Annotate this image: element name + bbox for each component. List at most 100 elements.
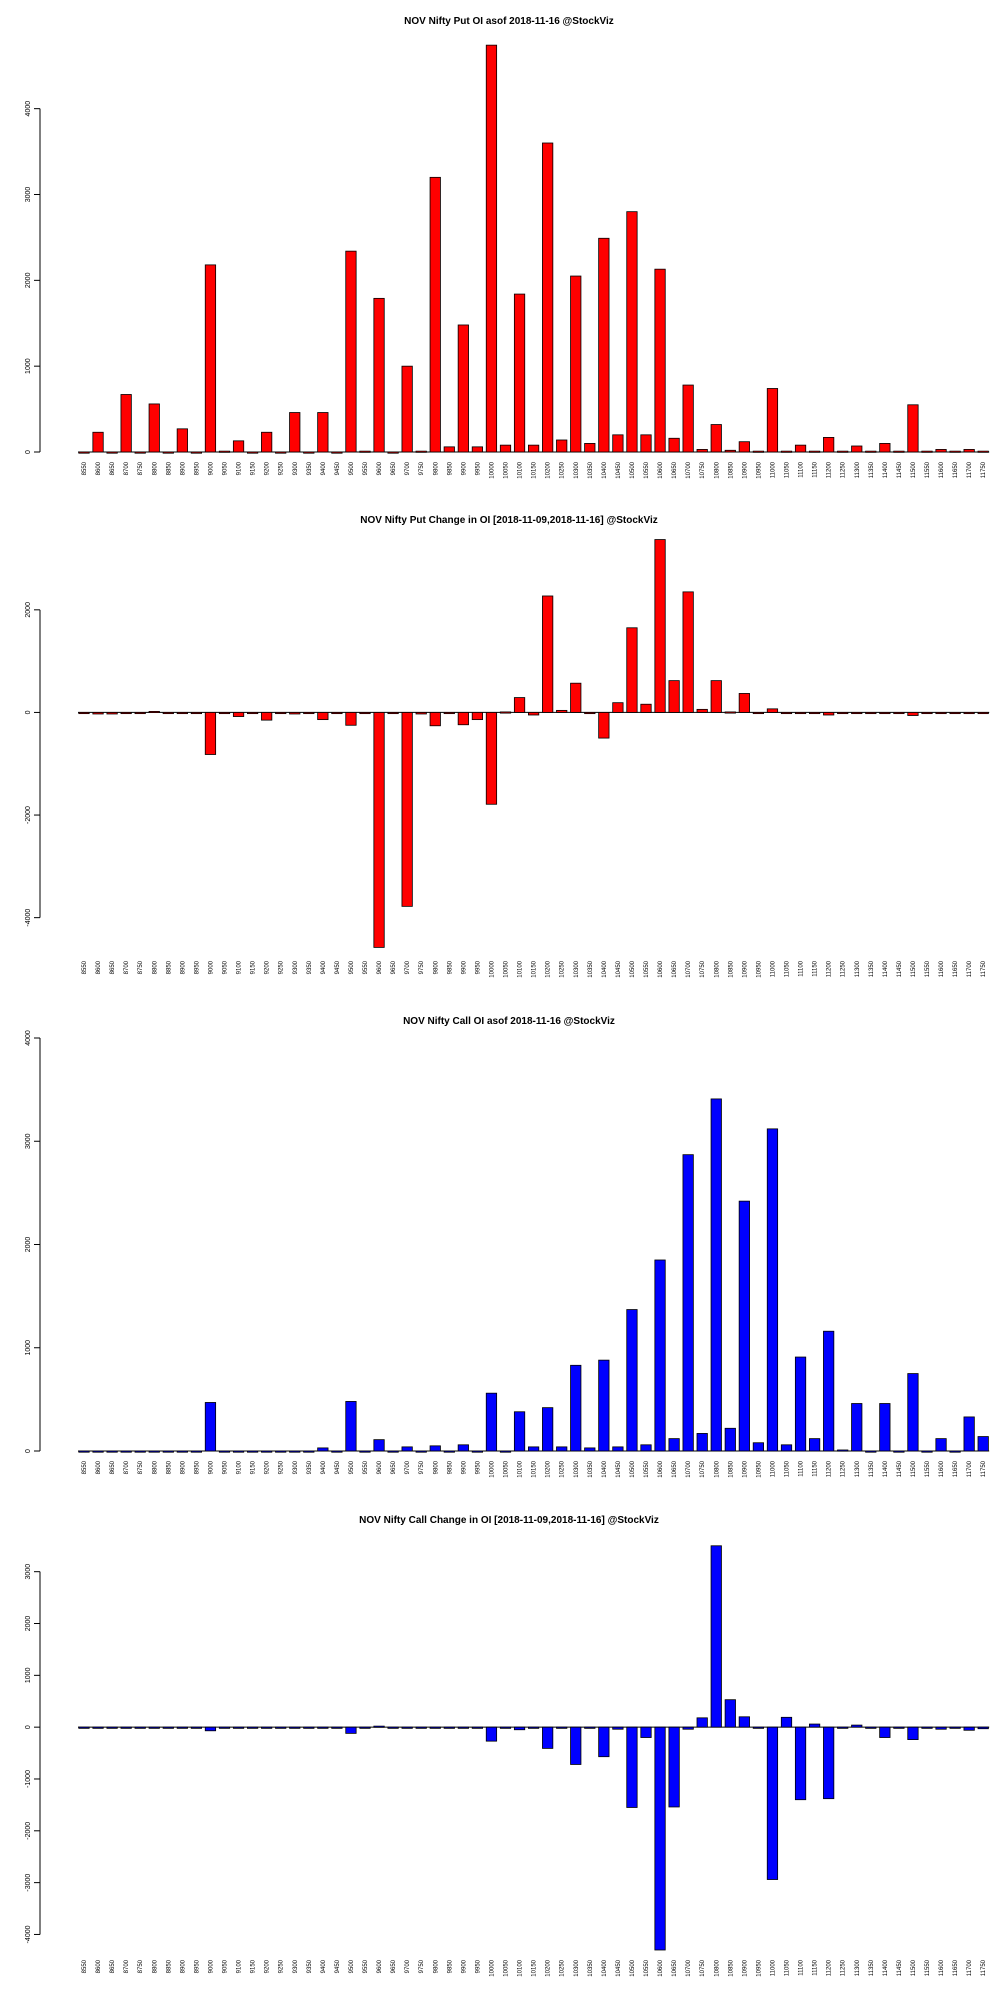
x-tick-label: 9550 <box>363 1959 369 1973</box>
x-tick-label: 8950 <box>194 461 200 475</box>
x-tick-label: 11150 <box>813 1460 819 1476</box>
y-tick-label: 2000 <box>25 602 32 618</box>
bar <box>823 1726 835 1800</box>
x-tick-label: 9150 <box>251 461 257 475</box>
bar <box>921 1726 933 1729</box>
bar <box>162 451 174 454</box>
x-tick-label: 10350 <box>588 1959 594 1976</box>
x-tick-label: 10600 <box>658 1460 664 1477</box>
x-tick-label: 10750 <box>700 461 706 478</box>
x-tick-label: 10400 <box>602 1460 608 1477</box>
x-tick-label: 10250 <box>560 1460 566 1477</box>
bar <box>162 1450 174 1453</box>
bar <box>218 1450 231 1453</box>
x-tick-label: 9250 <box>279 960 285 974</box>
bar <box>654 1726 666 1951</box>
x-tick-label: 8800 <box>152 1460 158 1474</box>
x-tick-label: 11100 <box>799 461 805 477</box>
x-tick-label: 8700 <box>124 960 130 974</box>
bar <box>893 450 905 453</box>
bar <box>92 712 104 715</box>
x-tick-label: 11200 <box>827 960 833 977</box>
x-tick-label: 9100 <box>237 1959 243 1973</box>
y-tick-label: 3000 <box>25 1564 32 1580</box>
bar <box>696 449 708 453</box>
bar <box>879 1403 891 1452</box>
bar <box>106 1450 118 1453</box>
bar <box>429 1445 441 1452</box>
x-tick-label: 9300 <box>293 1959 299 1973</box>
bar <box>303 1726 315 1729</box>
bar <box>612 1446 624 1452</box>
x-tick-label: 8900 <box>180 461 186 475</box>
x-tick-label: 11100 <box>799 1460 805 1476</box>
x-tick-label: 11300 <box>855 960 861 977</box>
bar <box>232 1726 245 1729</box>
y-tick-label: 3000 <box>25 1133 32 1149</box>
bar <box>837 450 849 453</box>
x-tick-label: 10150 <box>532 960 538 977</box>
x-tick-label: 9800 <box>433 461 439 475</box>
x-tick-label: 9700 <box>405 1959 411 1973</box>
bar <box>190 712 202 715</box>
bar <box>499 1726 512 1729</box>
x-tick-label: 8550 <box>82 461 88 475</box>
x-tick-label: 11600 <box>939 461 945 478</box>
x-tick-label: 9100 <box>237 960 243 974</box>
bar <box>232 440 245 453</box>
x-tick-label: 11300 <box>855 1959 861 1976</box>
bar <box>584 712 596 715</box>
bar <box>499 711 512 714</box>
bar <box>246 451 259 454</box>
bar <box>879 1726 891 1738</box>
bar <box>766 1726 779 1880</box>
bar <box>415 1450 427 1453</box>
bar <box>921 712 933 715</box>
bar <box>584 1726 596 1729</box>
bar <box>471 1726 484 1729</box>
bar <box>668 680 680 713</box>
x-tick-label: 9200 <box>265 960 271 974</box>
bar <box>387 1450 399 1453</box>
bar <box>162 1726 174 1729</box>
bar <box>893 1450 905 1453</box>
bar <box>710 680 722 713</box>
bar <box>303 712 315 715</box>
bar <box>317 412 329 453</box>
bar <box>640 1444 652 1452</box>
x-tick-label: 10450 <box>616 960 622 977</box>
bar <box>851 1403 863 1452</box>
x-tick-label: 10250 <box>560 461 566 478</box>
bar <box>499 444 512 453</box>
bar <box>584 1447 596 1452</box>
y-tick-label: 1000 <box>25 1667 32 1683</box>
x-tick-label: 11250 <box>841 1460 847 1477</box>
bar <box>275 1726 287 1729</box>
x-tick-label: 11100 <box>799 960 805 976</box>
bar <box>794 1726 807 1801</box>
bar <box>443 1450 455 1453</box>
x-tick-label: 10150 <box>532 1959 538 1976</box>
x-tick-label: 10650 <box>672 960 678 977</box>
bar <box>696 708 708 713</box>
x-tick-label: 9950 <box>475 960 481 974</box>
x-tick-label: 9950 <box>475 1460 481 1474</box>
x-tick-label: 10550 <box>644 1959 650 1976</box>
x-tick-label: 10100 <box>518 1460 524 1477</box>
x-tick-label: 11700 <box>967 1460 973 1477</box>
bar <box>542 1726 554 1749</box>
bar <box>106 712 118 715</box>
bar <box>429 176 441 453</box>
x-tick-label: 10600 <box>658 461 664 478</box>
bar <box>935 1726 947 1730</box>
bar <box>724 1427 736 1452</box>
x-tick-label: 9900 <box>461 461 467 475</box>
bar <box>261 431 273 453</box>
bar <box>710 424 722 453</box>
bar <box>626 211 638 453</box>
x-tick-label: 11700 <box>967 461 973 478</box>
bar <box>303 1450 315 1453</box>
bar <box>176 1450 188 1453</box>
y-tick-label: 0 <box>25 450 32 454</box>
x-tick-label: 9650 <box>391 1959 397 1973</box>
